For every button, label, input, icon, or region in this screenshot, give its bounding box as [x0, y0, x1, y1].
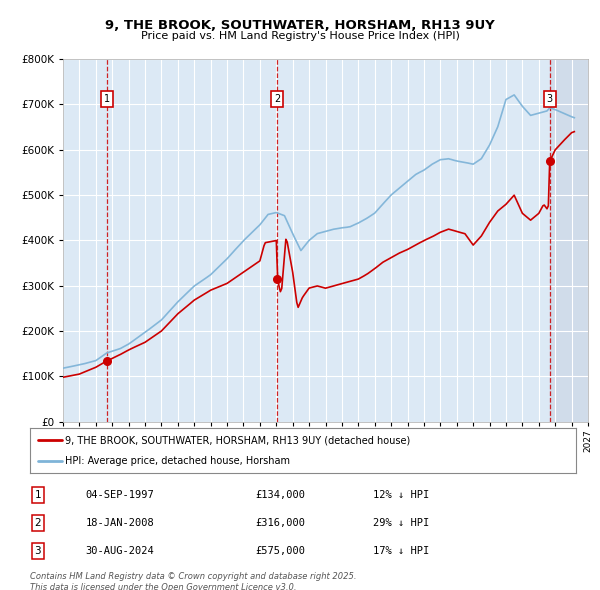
Text: 3: 3: [34, 546, 41, 556]
Text: HPI: Average price, detached house, Horsham: HPI: Average price, detached house, Hors…: [65, 456, 290, 466]
Text: 3: 3: [547, 94, 553, 104]
Text: Contains HM Land Registry data © Crown copyright and database right 2025.
This d: Contains HM Land Registry data © Crown c…: [30, 572, 356, 590]
Text: 2: 2: [274, 94, 280, 104]
Text: 1: 1: [104, 94, 110, 104]
Text: 12% ↓ HPI: 12% ↓ HPI: [373, 490, 430, 500]
Text: 30-AUG-2024: 30-AUG-2024: [86, 546, 154, 556]
Text: 04-SEP-1997: 04-SEP-1997: [86, 490, 154, 500]
Text: 2: 2: [34, 518, 41, 527]
Text: £134,000: £134,000: [255, 490, 305, 500]
Bar: [550, 59, 588, 422]
Text: 1: 1: [34, 490, 41, 500]
Text: £316,000: £316,000: [255, 518, 305, 527]
Text: 18-JAN-2008: 18-JAN-2008: [86, 518, 154, 527]
Text: Price paid vs. HM Land Registry's House Price Index (HPI): Price paid vs. HM Land Registry's House …: [140, 31, 460, 41]
Text: £575,000: £575,000: [255, 546, 305, 556]
Text: 17% ↓ HPI: 17% ↓ HPI: [373, 546, 430, 556]
Text: 9, THE BROOK, SOUTHWATER, HORSHAM, RH13 9UY (detached house): 9, THE BROOK, SOUTHWATER, HORSHAM, RH13 …: [65, 435, 411, 445]
Text: 9, THE BROOK, SOUTHWATER, HORSHAM, RH13 9UY: 9, THE BROOK, SOUTHWATER, HORSHAM, RH13 …: [105, 19, 495, 32]
Text: 29% ↓ HPI: 29% ↓ HPI: [373, 518, 430, 527]
